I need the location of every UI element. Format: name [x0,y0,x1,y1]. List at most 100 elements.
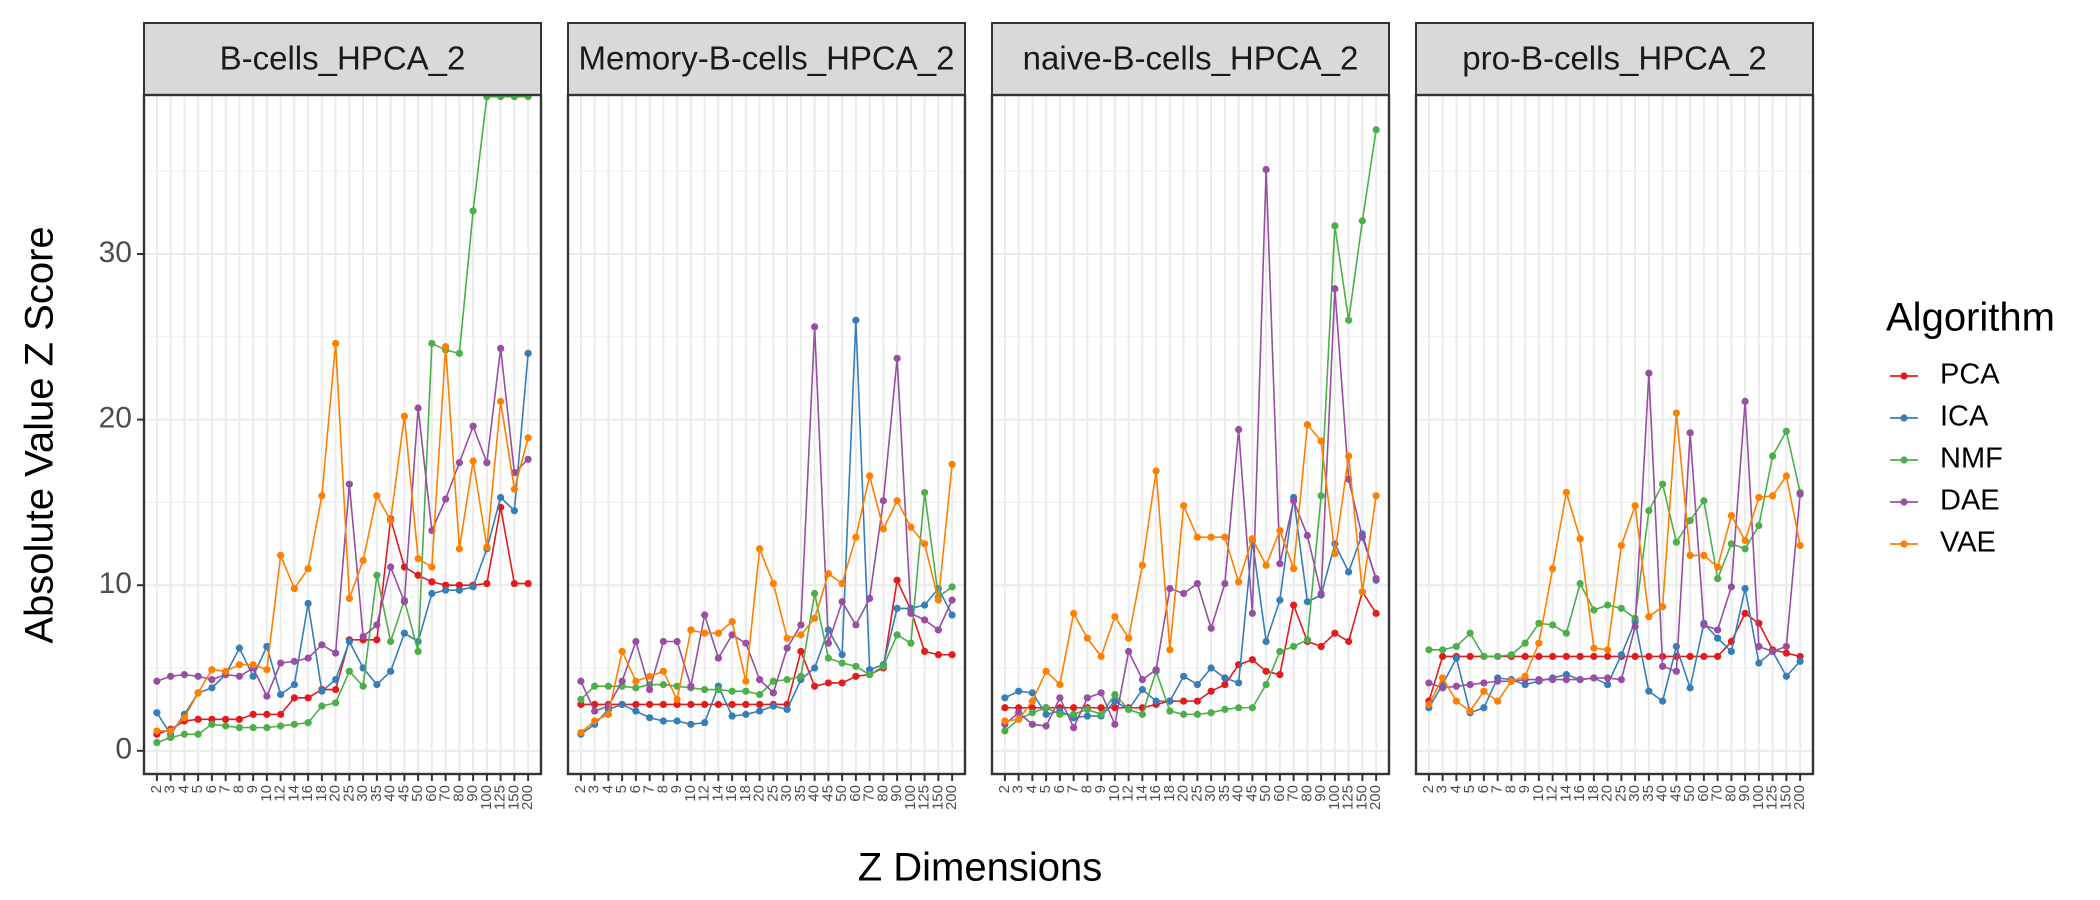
data-point [1617,676,1625,684]
data-point [1166,646,1174,654]
data-point [838,579,846,588]
data-point [756,700,764,709]
x-tick-label: 10 [1530,785,1547,802]
data-point [1262,561,1270,569]
data-point [455,581,463,589]
data-point [1686,652,1694,661]
data-point [1372,574,1380,583]
x-tick-label: 16 [723,785,740,802]
data-point [1741,545,1749,553]
data-point [1549,621,1557,629]
data-point [1480,687,1488,695]
data-point [646,685,654,694]
data-point [1645,613,1653,621]
data-point [428,339,436,348]
x-tick-label: 9 [668,785,685,793]
data-point [235,672,243,680]
data-point [1741,609,1749,617]
data-point [811,323,819,331]
series-line [1428,588,1801,714]
data-point [591,707,599,715]
data-point [783,705,791,714]
series-line [1004,589,1377,709]
data-point [742,677,750,685]
data-point [1083,705,1091,714]
series-line [580,320,953,735]
data-point [1097,652,1105,661]
data-point [1125,705,1133,714]
panel-background [144,95,541,774]
data-point [373,621,381,629]
x-tick-label: 2 [996,785,1013,793]
data-point [742,700,750,709]
data-point [893,354,901,362]
data-point [934,651,942,659]
legend-point [1900,498,1908,506]
x-tick-label: 2 [148,785,165,793]
x-tick-label: 80 [1298,785,1315,802]
data-point [1604,601,1612,609]
legend-point [1900,456,1908,464]
data-point [167,733,175,742]
data-point [263,710,271,718]
y-tick-label: 0 [115,733,132,766]
data-point [1535,639,1543,647]
data-point [469,422,477,430]
data-point [428,563,436,571]
panel-border [142,93,543,776]
data-point [1590,652,1598,661]
x-tick-label: 35 [1640,785,1657,802]
data-point [1083,712,1091,720]
data-point [811,664,819,672]
data-point [524,349,532,357]
data-point [728,700,736,709]
series-line [1428,412,1801,713]
data-point [373,680,381,689]
data-point [277,710,285,718]
data-point [1056,694,1064,702]
x-tick-label: 20 [1599,785,1616,802]
data-point [866,594,874,603]
data-point [1576,535,1584,543]
data-point [769,689,777,697]
data-point [1317,492,1325,500]
data-point [797,621,805,629]
data-point [1180,589,1188,598]
data-point [1562,652,1570,661]
data-point [1727,647,1735,656]
x-tick-label: 125 [1764,785,1781,810]
x-tick-label: 90 [888,785,905,802]
x-tick-label: 100 [478,785,495,810]
data-point [414,404,422,412]
data-point [290,694,298,702]
data-point [756,707,764,715]
data-point [1604,646,1612,654]
data-point [618,700,626,709]
data-point [1042,704,1050,712]
data-point [1494,677,1502,685]
data-point [1235,679,1243,687]
data-point [1796,490,1804,498]
data-point [290,584,298,593]
data-point [783,634,791,642]
data-point [345,480,353,488]
series-line [580,326,953,713]
data-point [442,343,450,351]
data-point [510,485,518,493]
data-point [1358,533,1366,541]
x-tick-label: 12 [1544,785,1561,802]
data-point [469,207,477,215]
data-point [1796,541,1804,550]
x-axis-title: Z Dimensions [858,846,1103,890]
data-point [673,637,681,646]
data-point [1507,677,1515,685]
x-tick-label: 8 [654,785,671,793]
data-point [1645,652,1653,661]
data-point [1480,679,1488,687]
data-point [1262,165,1270,174]
x-tick-label: 2 [572,785,589,793]
data-point [277,690,285,699]
data-point [1631,502,1639,510]
data-point [1097,710,1105,718]
data-point [1331,285,1339,293]
